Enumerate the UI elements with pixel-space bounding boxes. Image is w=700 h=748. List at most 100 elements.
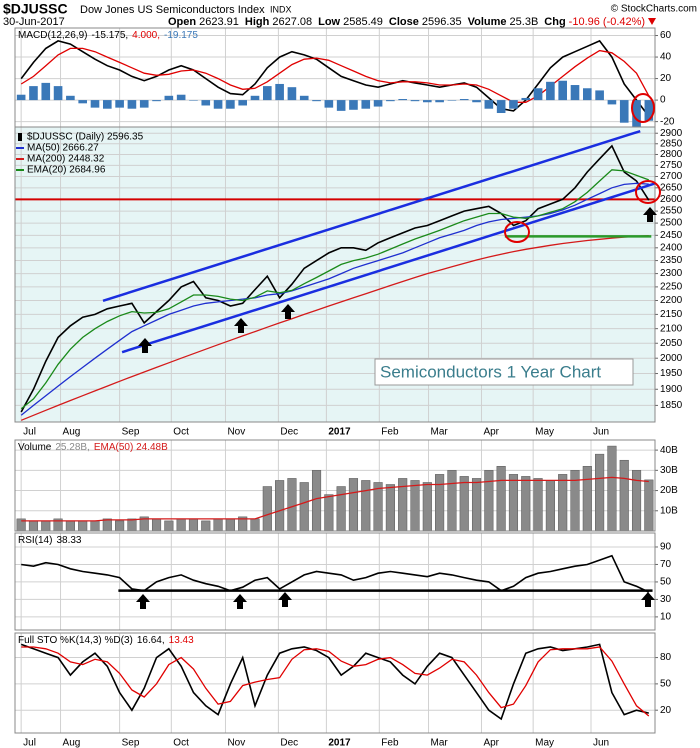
bar [226, 100, 235, 109]
y-tick-label: 2700 [660, 171, 683, 182]
bar [336, 100, 346, 111]
series-line [20, 235, 649, 421]
x-tick-label: Mar [431, 738, 449, 748]
bar [152, 100, 161, 102]
bar [583, 88, 592, 101]
bar [238, 100, 247, 106]
arrow [641, 592, 655, 607]
x-tick-label: Sep [122, 738, 140, 748]
bar [484, 470, 494, 532]
y-tick-label: 2650 [660, 182, 683, 193]
series-line [20, 47, 650, 103]
legend-title: Full STO %K(14,3) %D(3) [18, 635, 133, 646]
bar [619, 100, 629, 123]
bar [127, 100, 137, 109]
bar [545, 480, 555, 532]
bar [509, 100, 518, 109]
bar [570, 85, 580, 101]
x-tick-label: Mar [431, 427, 449, 438]
legend-entry: 13.43 [169, 635, 194, 646]
y-tick-label: 40B [660, 445, 678, 456]
bar [423, 100, 432, 103]
x-tick-label: Feb [381, 738, 399, 748]
y-tick-label: 1850 [660, 400, 683, 411]
stat-label: High [245, 16, 270, 28]
series-line [21, 554, 650, 593]
y-tick-label: 2450 [660, 230, 683, 241]
bar [90, 520, 100, 532]
bar [127, 518, 137, 532]
bar [324, 494, 334, 532]
series-line [20, 643, 649, 721]
y-tick-label: 2500 [660, 218, 683, 229]
bar [115, 520, 125, 532]
arrow [138, 338, 152, 353]
bar [312, 100, 321, 102]
bar [139, 100, 149, 108]
y-tick-label: 20 [660, 705, 672, 716]
stat-label: Chg [544, 16, 565, 28]
bar [176, 94, 186, 101]
stat-value: 25.3B [510, 16, 539, 28]
bar [595, 90, 604, 101]
y-tick-label: 40 [660, 52, 672, 63]
bar [582, 466, 592, 532]
bar [558, 474, 568, 532]
bar [484, 100, 494, 109]
bar [471, 478, 482, 532]
bar [29, 86, 38, 101]
bar [410, 100, 420, 102]
panel: Jul Aug Sep Oct Nov Dec 2017 Feb Mar Apr May Jun 20 5… [14, 632, 672, 748]
bar [533, 88, 543, 101]
x-tick-label: Apr [483, 738, 499, 748]
bar [385, 484, 395, 532]
annotations: Semiconductors 1 Year Chart [136, 93, 661, 609]
legend-entry: EMA(50) 24.48B [94, 442, 168, 453]
bar [188, 518, 199, 532]
arrow [278, 592, 292, 607]
legend: Volume 25.28B, EMA(50) 24.48B [18, 442, 168, 453]
stat-value: 2585.49 [343, 16, 383, 28]
bar [225, 518, 235, 532]
bar [299, 95, 309, 101]
bar [644, 479, 654, 532]
legend-entry: $DJUSSC (Daily) 2596.35 [27, 132, 144, 143]
y-tick-label: 10 [660, 612, 672, 623]
panels: -20 0 20 40 60 MACD(12,26,9) -15.175, 4.000, -19… [14, 27, 683, 748]
bar [78, 100, 87, 104]
y-tick-label: 2400 [660, 242, 683, 253]
bar [348, 478, 359, 532]
bar [496, 100, 506, 114]
index-name: Dow Jones US Semiconductors Index [80, 4, 265, 16]
x-tick-label: Jul [23, 427, 36, 438]
bar [558, 80, 567, 101]
bar [435, 474, 445, 532]
bar [386, 100, 395, 102]
arrow [234, 318, 248, 333]
stat-label: Volume [468, 16, 507, 28]
y-tick-label: 2850 [660, 138, 683, 149]
stat-label: Close [389, 16, 419, 28]
exchange: INDX [270, 4, 292, 14]
x-tick-label: 2017 [328, 738, 351, 748]
y-tick-label: 20B [660, 485, 678, 496]
legend-entry: 16.64, [137, 635, 165, 646]
y-tick-label: 10B [660, 505, 678, 516]
bar [151, 518, 162, 532]
circles [504, 93, 661, 243]
panel: -20 0 20 40 60 MACD(12,26,9) -15.175, 4.000, -19… [14, 27, 675, 128]
y-tick-label: 2550 [660, 206, 683, 217]
legend-swatch [18, 133, 22, 141]
bar [533, 478, 543, 532]
bar [459, 99, 469, 101]
bar [263, 86, 272, 101]
y-tick-label: 2900 [660, 128, 683, 139]
bar [115, 100, 124, 108]
bar [16, 94, 26, 101]
y-tick-label: 2300 [660, 268, 683, 279]
legend-title: RSI(14) [18, 535, 52, 546]
symbol: $DJUSSC [3, 1, 68, 17]
bar [422, 482, 432, 532]
bar [447, 100, 457, 101]
x-tick-label: Jul [23, 738, 36, 748]
